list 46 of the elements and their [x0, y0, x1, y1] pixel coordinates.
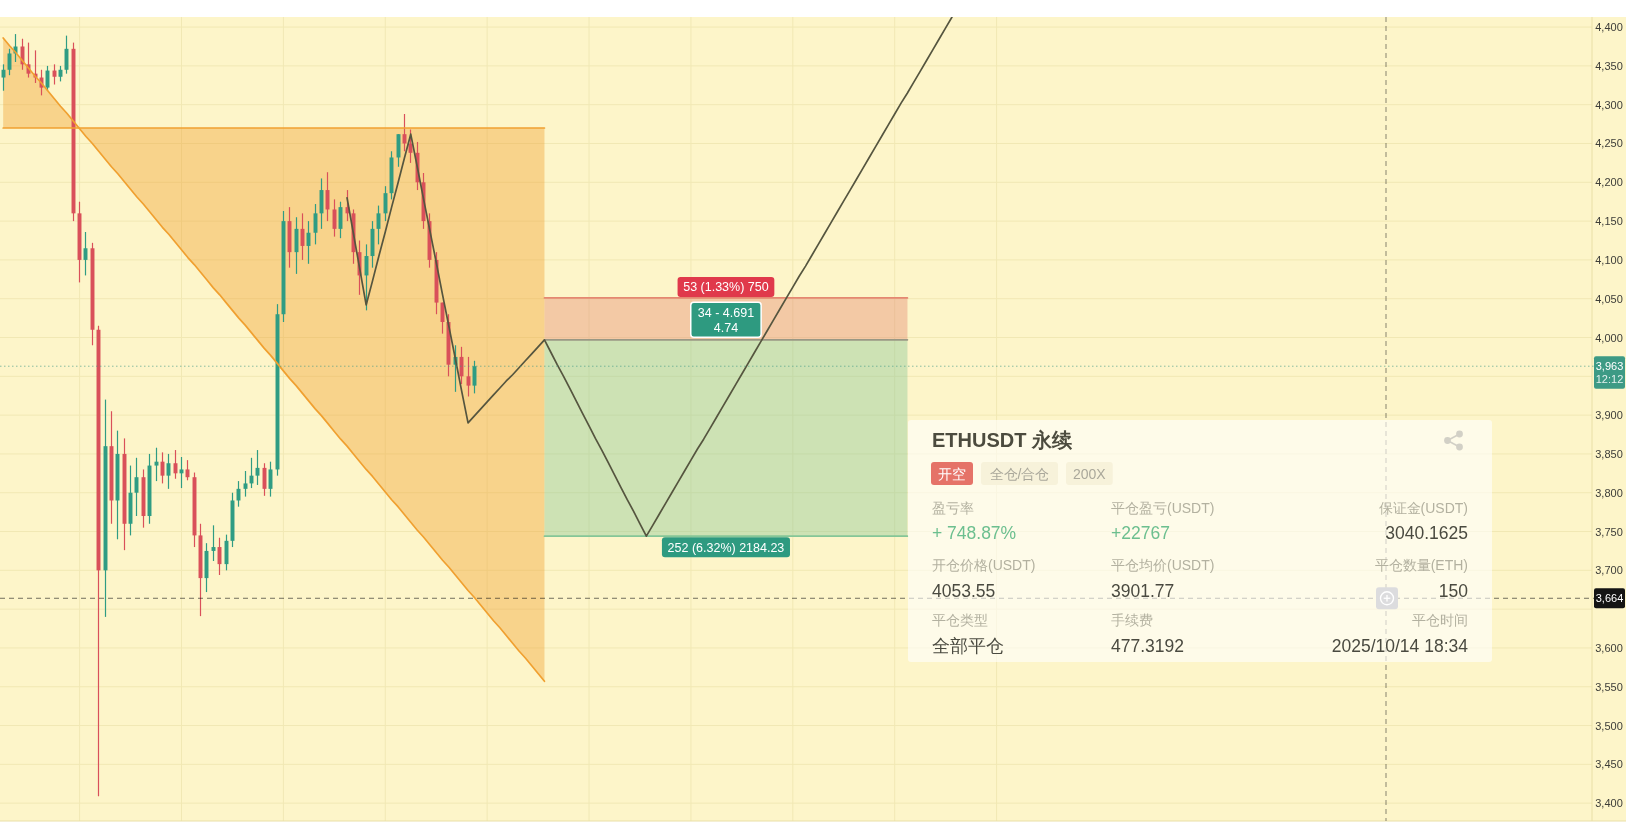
annotation: 平仓类型: [932, 612, 988, 629]
annotation: 平仓时间: [1412, 612, 1468, 629]
y-tick-label: 4,400: [1595, 21, 1623, 34]
annotation: 开空: [938, 466, 966, 482]
annotation: 3040.1625: [1385, 523, 1468, 543]
annotation: 保证金(USDT): [1378, 500, 1468, 516]
annotation: 盈亏率: [932, 500, 974, 516]
annotation: 平仓数量(ETH): [1374, 556, 1468, 573]
annotation: 平仓盈亏(USDT): [1111, 500, 1215, 516]
y-tick-label: 4,000: [1595, 331, 1623, 344]
ref-line-label: 3,664: [1595, 592, 1624, 605]
y-tick-label: 3,900: [1595, 409, 1623, 422]
y-tick-label: 4,300: [1595, 98, 1623, 111]
y-tick-label: 4,250: [1595, 137, 1623, 150]
ref-line-label: 3,963 12:12: [1595, 360, 1624, 385]
annotation: + 748.87%: [932, 523, 1017, 543]
y-tick-label: 3,500: [1595, 719, 1623, 732]
annotation: 34 - 4.691 4.74: [697, 305, 755, 335]
annotation: +22767: [1111, 523, 1170, 543]
annotation: 150: [1438, 580, 1469, 601]
annotation: 3901.77: [1111, 580, 1175, 601]
annotation: 200X: [1073, 466, 1107, 482]
annotation: 252 (6.32%) 2184.23: [667, 540, 785, 555]
annotation: 手续费: [1111, 612, 1153, 629]
annotation: 4053.55: [932, 580, 996, 601]
annotation: 53 (1.33%) 750: [683, 280, 769, 295]
y-tick-label: 3,750: [1595, 525, 1623, 538]
y-tick-label: 4,100: [1595, 253, 1623, 266]
y-tick-label: 3,850: [1595, 447, 1623, 460]
y-tick-label: 4,200: [1595, 176, 1623, 189]
y-tick-label: 3,600: [1595, 641, 1623, 654]
y-tick-label: 3,550: [1595, 680, 1623, 693]
y-tick-label: 4,050: [1595, 292, 1623, 305]
y-tick-label: 3,450: [1595, 758, 1623, 771]
y-tick-label: 3,700: [1595, 564, 1623, 577]
y-tick-label: 4,350: [1595, 59, 1623, 72]
y-tick-label: 4,150: [1595, 215, 1623, 228]
annotation: 全部平仓: [932, 636, 1004, 656]
annotation: 477.3192: [1111, 636, 1184, 656]
text: ETHUSDT 永续: [932, 429, 1073, 451]
y-tick-label: 3,800: [1595, 486, 1623, 499]
y-tick-label: 3,400: [1595, 797, 1623, 810]
annotation: 2025/10/14 18:34: [1331, 636, 1469, 656]
annotation: 全仓/合仓: [989, 466, 1050, 482]
annotation: 开仓价格(USDT): [932, 556, 1036, 573]
annotation: 平仓均价(USDT): [1111, 556, 1215, 573]
